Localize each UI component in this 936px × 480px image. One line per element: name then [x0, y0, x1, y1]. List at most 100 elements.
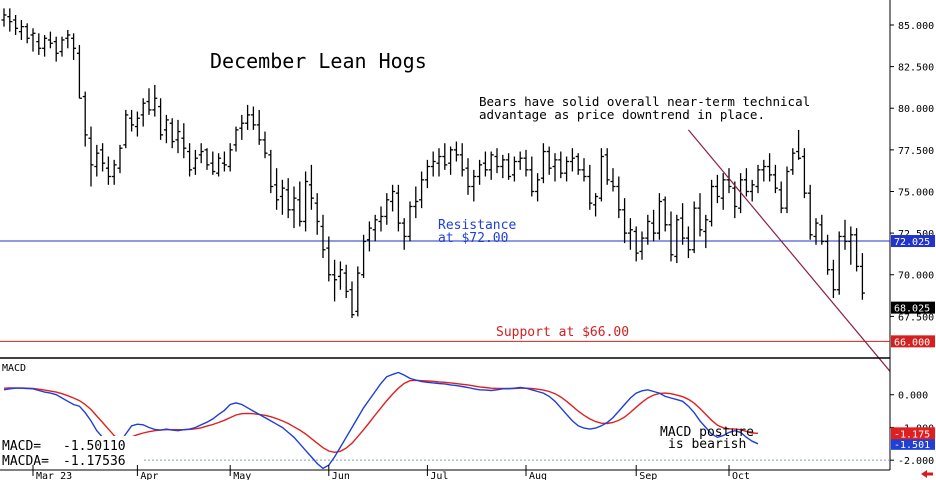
ohlc-bar [274, 168, 280, 210]
ohlc-bar [424, 159, 430, 189]
ohlc-bar [181, 123, 187, 159]
ohlc-bar [511, 156, 517, 182]
ohlc-bar [616, 176, 622, 219]
macd-series-tag: -1.501 [891, 437, 935, 451]
ohlc-bar [349, 281, 355, 319]
ohlc-bar [662, 196, 668, 232]
macd-tags: -1.501-1.175 [891, 427, 935, 451]
ohlc-bar [465, 158, 471, 195]
ohlc-bar [761, 159, 767, 182]
ohlc-bar [506, 153, 512, 180]
ohlc-bar [111, 159, 117, 185]
ohlc-bar [30, 28, 36, 52]
macd-note-line-2: is bearish [668, 437, 746, 452]
month-tick: Oct [728, 465, 750, 480]
ohlc-bar [569, 148, 575, 172]
svg-text:72.025: 72.025 [894, 237, 930, 248]
ohlc-bar [407, 201, 413, 242]
ohlc-bar [604, 148, 610, 185]
ohlc-bar [390, 184, 396, 212]
ohlc-bar [656, 193, 662, 240]
svg-text:Sep: Sep [639, 471, 657, 480]
ohlc-bar [482, 151, 488, 177]
ohlc-bar [540, 143, 546, 184]
ohlc-bar [268, 149, 274, 194]
ohlc-bar [100, 143, 106, 172]
ohlc-bar [796, 129, 802, 160]
ohlc-bar [552, 153, 558, 182]
ohlc-bar [308, 164, 314, 210]
ohlc-bars [1, 8, 865, 319]
ohlc-bar [233, 126, 239, 152]
ohlc-bar [790, 148, 796, 175]
price-tick-label: 75.000 [898, 187, 934, 198]
ohlc-bar [169, 118, 175, 149]
ohlc-bar [778, 181, 784, 214]
svg-text:-1.501: -1.501 [894, 440, 930, 451]
ohlc-bar [343, 264, 349, 299]
ohlc-bar [598, 148, 604, 202]
svg-text:66.000: 66.000 [894, 337, 930, 348]
ohlc-bar [13, 14, 19, 35]
ohlc-bar [395, 184, 401, 232]
ohlc-bar [720, 173, 726, 210]
chart-title: December Lean Hogs [210, 49, 427, 73]
ohlc-bar [42, 34, 48, 57]
macd-tick-label: -2.000 [898, 456, 934, 467]
ohlc-bar [47, 31, 53, 49]
ohlc-bar [732, 181, 738, 219]
ohlc-bar [674, 214, 680, 264]
ohlc-bar [627, 218, 633, 250]
macd-series-tag: -1.175 [891, 427, 935, 440]
scroll-left-arrow-icon[interactable] [921, 470, 933, 478]
ohlc-bar [703, 214, 709, 249]
ohlc-bar [262, 131, 268, 159]
ohlc-bar [146, 88, 152, 115]
ohlc-bar [82, 91, 88, 147]
ohlc-bar [105, 156, 111, 185]
ohlc-bar [488, 151, 494, 180]
ohlc-bar [714, 174, 720, 204]
ohlc-bar [564, 156, 570, 182]
svg-text:Apr: Apr [140, 471, 158, 480]
svg-text:Mar 23: Mar 23 [36, 471, 72, 480]
price-tags: 72.025 66.000 68.025 [891, 235, 935, 348]
svg-text:Aug: Aug [529, 471, 547, 480]
ohlc-bar [297, 181, 303, 227]
ohlc-bar [639, 231, 645, 260]
ohlc-bar [772, 164, 778, 194]
ohlc-bar [854, 228, 860, 272]
macda-readout-value: -1.17536 [63, 454, 126, 469]
ohlc-bar [453, 141, 459, 162]
ohlc-bar [384, 193, 390, 225]
ohlc-bar [848, 226, 854, 265]
month-tick: Sep [635, 465, 657, 480]
ohlc-bar [523, 149, 529, 177]
ohlc-bar [633, 226, 639, 262]
month-tick: Apr [136, 465, 158, 480]
month-tick: Jul [426, 465, 448, 480]
ohlc-bar [337, 261, 343, 290]
ohlc-bar [134, 111, 140, 137]
month-tick: May [229, 465, 251, 480]
ohlc-bar [7, 8, 13, 32]
macd-series-line [3, 371, 759, 470]
svg-text:68.025: 68.025 [894, 304, 930, 315]
ohlc-bar [198, 143, 204, 164]
ohlc-bar [680, 203, 686, 245]
downtrend-line [687, 129, 891, 372]
month-tick: Mar 23 [32, 465, 72, 480]
ohlc-bar [535, 173, 541, 202]
macd-readout: MACD= -1.50110 MACDA= -1.17536 [0, 436, 142, 470]
ohlc-bar [245, 104, 251, 130]
ohlc-bar [859, 253, 865, 300]
ohlc-bar [813, 218, 819, 245]
technical-note-line-1: Bears have solid overall near-term techn… [479, 94, 810, 109]
ohlc-bar [366, 221, 372, 252]
ohlc-bar [697, 193, 703, 237]
ohlc-bar [801, 148, 807, 199]
ohlc-bar [517, 151, 523, 170]
ohlc-bar [575, 153, 581, 175]
price-tick-label: 77.500 [898, 146, 934, 157]
